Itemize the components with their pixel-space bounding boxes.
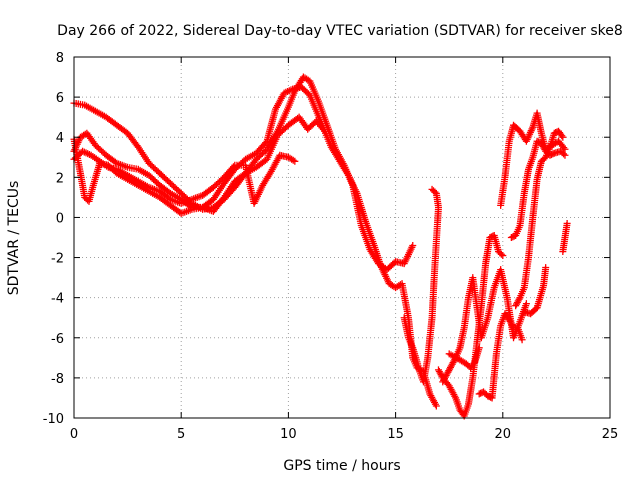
y-tick-label: 4 <box>56 131 64 146</box>
data-point <box>289 156 297 164</box>
y-tick-label: 2 <box>56 171 64 186</box>
series-track-10 <box>497 109 569 209</box>
y-tick-label: 0 <box>56 211 64 226</box>
series-track-9 <box>445 344 483 372</box>
series-track-13 <box>520 264 550 318</box>
y-tick-label: 6 <box>56 91 64 106</box>
data-point <box>319 126 327 134</box>
y-tick-label: -8 <box>51 372 64 387</box>
x-tick-label: 0 <box>70 427 78 442</box>
x-tick-label: 5 <box>177 427 185 442</box>
y-tick-label: -4 <box>51 292 64 307</box>
data-point <box>432 402 440 410</box>
data-point <box>262 139 270 147</box>
data-point <box>558 132 566 140</box>
data-point <box>559 133 567 141</box>
series-track-7 <box>439 266 530 386</box>
data-point <box>561 151 569 159</box>
data-point <box>560 144 568 152</box>
data-point <box>475 344 483 352</box>
data-point <box>515 295 523 303</box>
data-point <box>518 336 526 344</box>
data-point <box>542 264 550 272</box>
series-track-14 <box>559 219 571 256</box>
x-tick-label: 10 <box>280 427 297 442</box>
data-point <box>229 163 237 171</box>
data-point <box>409 242 417 250</box>
series-track-5 <box>400 185 442 386</box>
data-point <box>499 252 507 260</box>
grid-layer <box>74 57 610 418</box>
series-track-12 <box>512 127 567 310</box>
data-point <box>470 359 478 367</box>
y-tick-label: -2 <box>51 252 64 267</box>
series-track-3 <box>70 113 329 217</box>
plot-frame <box>73 56 611 419</box>
data-point <box>400 314 408 322</box>
tick-layer: 0 5 10 15 20 25 -10 -8 -6 -4 -2 0 2 4 6 8 <box>43 51 619 442</box>
data-point <box>549 150 557 158</box>
x-tick-label: 15 <box>387 427 404 442</box>
y-tick-label: 8 <box>56 51 64 66</box>
series-layer <box>70 73 571 420</box>
data-point <box>321 127 329 135</box>
data-point <box>560 150 568 158</box>
data-point <box>487 393 495 401</box>
data-point <box>497 250 505 258</box>
x-tick-label: 20 <box>495 427 512 442</box>
chart-title: Day 266 of 2022, Sidereal Day-to-day VTE… <box>57 23 623 39</box>
y-axis-label: SDTVAR / TECUs <box>6 181 22 296</box>
y-tick-label: -6 <box>51 332 64 347</box>
data-point <box>291 157 299 165</box>
x-axis-label: GPS time / hours <box>283 458 400 474</box>
series-track-4 <box>70 147 299 207</box>
data-point <box>522 300 530 308</box>
series-track-8 <box>475 310 526 402</box>
y-tick-label: -10 <box>43 412 64 427</box>
x-tick-label: 25 <box>602 427 619 442</box>
data-point <box>563 219 571 227</box>
data-point <box>509 322 517 330</box>
